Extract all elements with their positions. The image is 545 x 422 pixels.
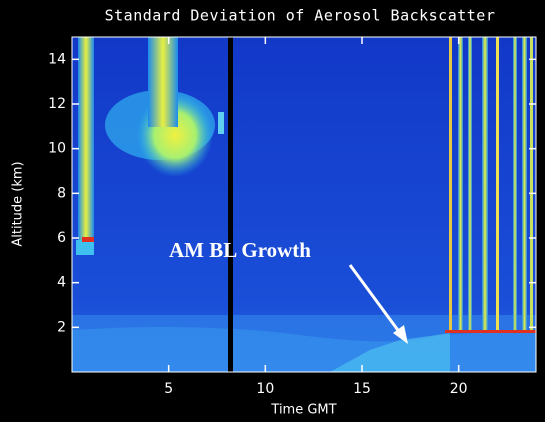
- y-axis-label: Altitude (km): [11, 161, 26, 246]
- x-tick-label: 20: [450, 381, 468, 397]
- x-axis-label: Time GMT: [270, 403, 336, 418]
- data-gap: [228, 37, 233, 372]
- y-tick-label: 14: [48, 51, 66, 67]
- cloud: [218, 112, 224, 134]
- annotation: AM BL Growth: [169, 238, 311, 262]
- y-tick-label: 10: [48, 141, 66, 157]
- growth-region: [330, 333, 450, 372]
- cloud-base: [82, 237, 94, 242]
- arrow-head: [393, 325, 408, 344]
- y-tick-label: 2: [57, 319, 66, 335]
- boundary-layer-top: [445, 330, 536, 333]
- y-tick-label: 12: [48, 96, 66, 112]
- streak: [76, 240, 94, 255]
- y-tick-label: 6: [57, 230, 66, 246]
- streak: [78, 37, 94, 242]
- x-tick-label: 15: [353, 381, 371, 397]
- x-tick-label: 10: [256, 381, 274, 397]
- streaks-right: [449, 37, 533, 332]
- y-tick-label: 4: [57, 275, 66, 291]
- chart-title: Standard Deviation of Aerosol Backscatte…: [105, 7, 496, 25]
- y-tick-label: 8: [57, 185, 66, 201]
- plot-frame: [71, 36, 537, 373]
- streak: [148, 37, 178, 127]
- arrow: [348, 264, 402, 334]
- field: [72, 37, 536, 372]
- x-tick-label: 5: [164, 381, 173, 397]
